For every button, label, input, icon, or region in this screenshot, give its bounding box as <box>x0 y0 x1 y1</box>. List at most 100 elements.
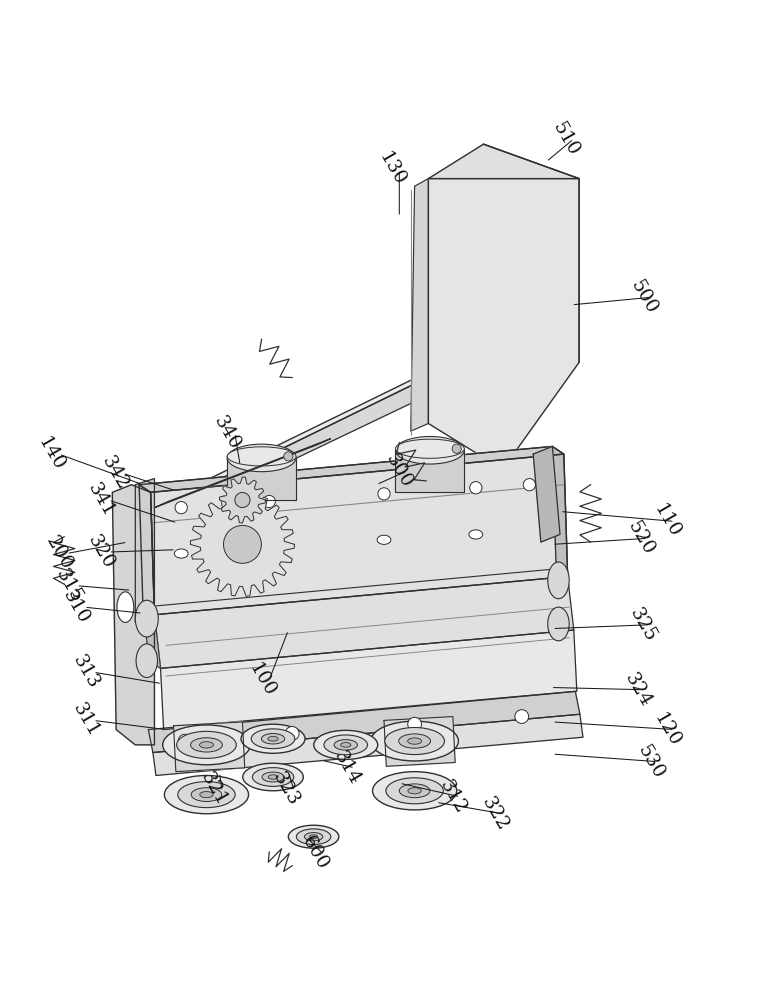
Text: 314: 314 <box>330 748 364 788</box>
Polygon shape <box>166 492 193 515</box>
Ellipse shape <box>310 835 318 839</box>
Polygon shape <box>151 454 568 615</box>
Polygon shape <box>227 458 296 500</box>
Ellipse shape <box>200 792 214 798</box>
Ellipse shape <box>314 730 378 759</box>
Polygon shape <box>154 577 574 668</box>
Polygon shape <box>429 179 579 469</box>
Circle shape <box>470 482 482 494</box>
Ellipse shape <box>262 772 284 782</box>
Text: 130: 130 <box>375 149 409 189</box>
Circle shape <box>285 727 299 740</box>
Ellipse shape <box>243 763 303 791</box>
Polygon shape <box>153 714 583 775</box>
Circle shape <box>175 502 187 514</box>
Polygon shape <box>154 439 330 508</box>
Circle shape <box>452 444 462 453</box>
Ellipse shape <box>163 725 250 765</box>
Ellipse shape <box>408 738 422 744</box>
Ellipse shape <box>324 735 368 755</box>
Text: 600: 600 <box>298 833 332 874</box>
Polygon shape <box>384 717 455 766</box>
Ellipse shape <box>190 738 223 752</box>
Ellipse shape <box>177 782 235 808</box>
Ellipse shape <box>334 740 357 750</box>
Circle shape <box>283 452 293 461</box>
Circle shape <box>235 492 250 508</box>
Ellipse shape <box>396 439 465 458</box>
Ellipse shape <box>548 562 569 599</box>
Ellipse shape <box>164 775 249 814</box>
Polygon shape <box>161 630 577 730</box>
Ellipse shape <box>268 736 278 741</box>
Ellipse shape <box>251 729 295 749</box>
Text: 325: 325 <box>626 605 660 645</box>
Polygon shape <box>148 691 580 753</box>
Text: 342: 342 <box>98 453 131 493</box>
Polygon shape <box>139 446 564 492</box>
Ellipse shape <box>261 734 285 744</box>
Ellipse shape <box>385 728 445 755</box>
Ellipse shape <box>174 549 188 558</box>
Ellipse shape <box>135 600 158 637</box>
Circle shape <box>223 525 261 563</box>
Ellipse shape <box>386 778 443 804</box>
Text: 500: 500 <box>627 277 661 317</box>
Text: 340: 340 <box>210 413 244 453</box>
Ellipse shape <box>227 444 296 472</box>
Polygon shape <box>190 492 294 596</box>
Text: 311: 311 <box>69 700 102 740</box>
Ellipse shape <box>200 742 214 748</box>
Ellipse shape <box>136 644 157 678</box>
Ellipse shape <box>341 743 351 747</box>
Ellipse shape <box>288 825 339 848</box>
Text: 510: 510 <box>549 119 583 159</box>
Circle shape <box>408 717 422 731</box>
Ellipse shape <box>408 788 422 794</box>
Text: 323: 323 <box>270 769 303 809</box>
Circle shape <box>378 488 390 500</box>
Text: 341: 341 <box>84 480 118 520</box>
Polygon shape <box>193 324 537 508</box>
Ellipse shape <box>191 788 222 801</box>
Text: 300: 300 <box>382 451 416 491</box>
Polygon shape <box>139 446 556 607</box>
Polygon shape <box>220 477 266 523</box>
Ellipse shape <box>377 535 391 544</box>
Ellipse shape <box>371 721 458 761</box>
Text: 312: 312 <box>436 777 469 817</box>
Ellipse shape <box>296 829 331 845</box>
Polygon shape <box>411 179 429 431</box>
Polygon shape <box>135 479 154 622</box>
Text: 324: 324 <box>621 670 655 710</box>
Text: 322: 322 <box>478 794 511 834</box>
Ellipse shape <box>469 530 483 539</box>
Polygon shape <box>143 607 161 668</box>
Text: 313: 313 <box>69 652 102 692</box>
Ellipse shape <box>399 734 431 748</box>
Text: 110: 110 <box>650 501 684 541</box>
Circle shape <box>263 495 276 508</box>
Ellipse shape <box>263 543 276 552</box>
Text: 100: 100 <box>245 660 278 700</box>
Ellipse shape <box>227 447 296 466</box>
Ellipse shape <box>548 607 569 641</box>
Ellipse shape <box>396 436 465 464</box>
Ellipse shape <box>399 784 430 798</box>
Polygon shape <box>533 446 560 542</box>
Polygon shape <box>429 144 579 179</box>
Polygon shape <box>174 722 245 772</box>
Text: 120: 120 <box>650 710 684 750</box>
Polygon shape <box>112 485 154 745</box>
Polygon shape <box>396 450 465 492</box>
Polygon shape <box>166 324 537 500</box>
Polygon shape <box>552 446 568 577</box>
Ellipse shape <box>253 768 293 786</box>
Ellipse shape <box>304 833 323 841</box>
Text: 140: 140 <box>35 434 68 474</box>
Ellipse shape <box>372 772 457 810</box>
Text: 321: 321 <box>197 769 231 809</box>
Text: 530: 530 <box>634 742 667 782</box>
Text: 200: 200 <box>42 533 75 574</box>
Ellipse shape <box>241 724 305 753</box>
